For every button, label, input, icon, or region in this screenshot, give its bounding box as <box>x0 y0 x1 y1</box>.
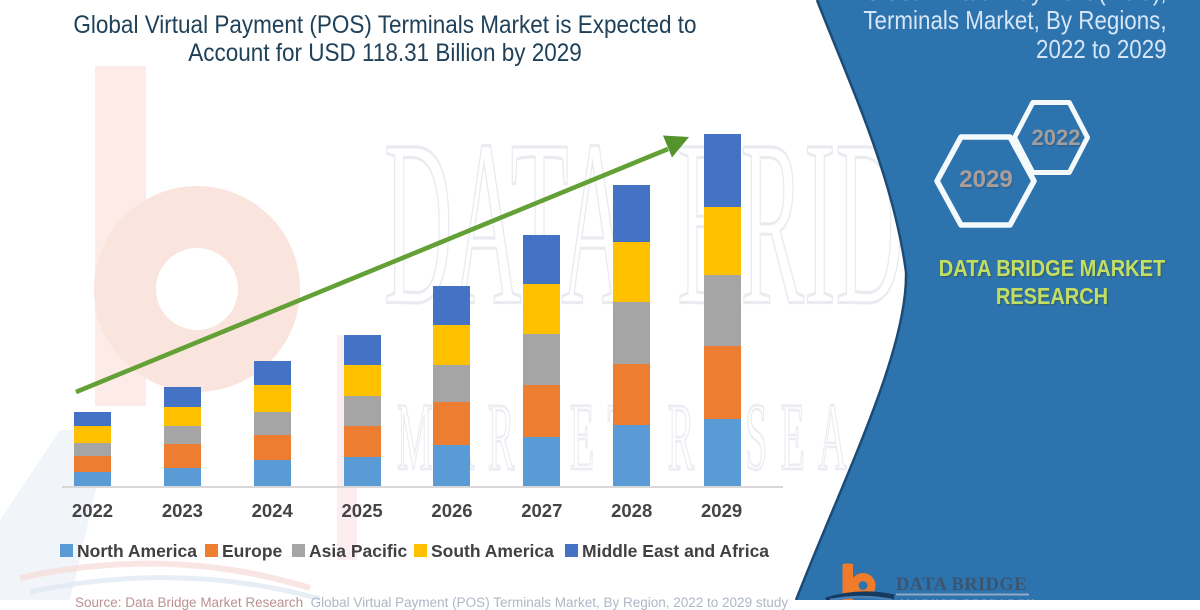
svg-text:DATA BRIDGE: DATA BRIDGE <box>896 574 1027 595</box>
svg-text:MARKET RESEARCH: MARKET RESEARCH <box>900 597 1036 600</box>
